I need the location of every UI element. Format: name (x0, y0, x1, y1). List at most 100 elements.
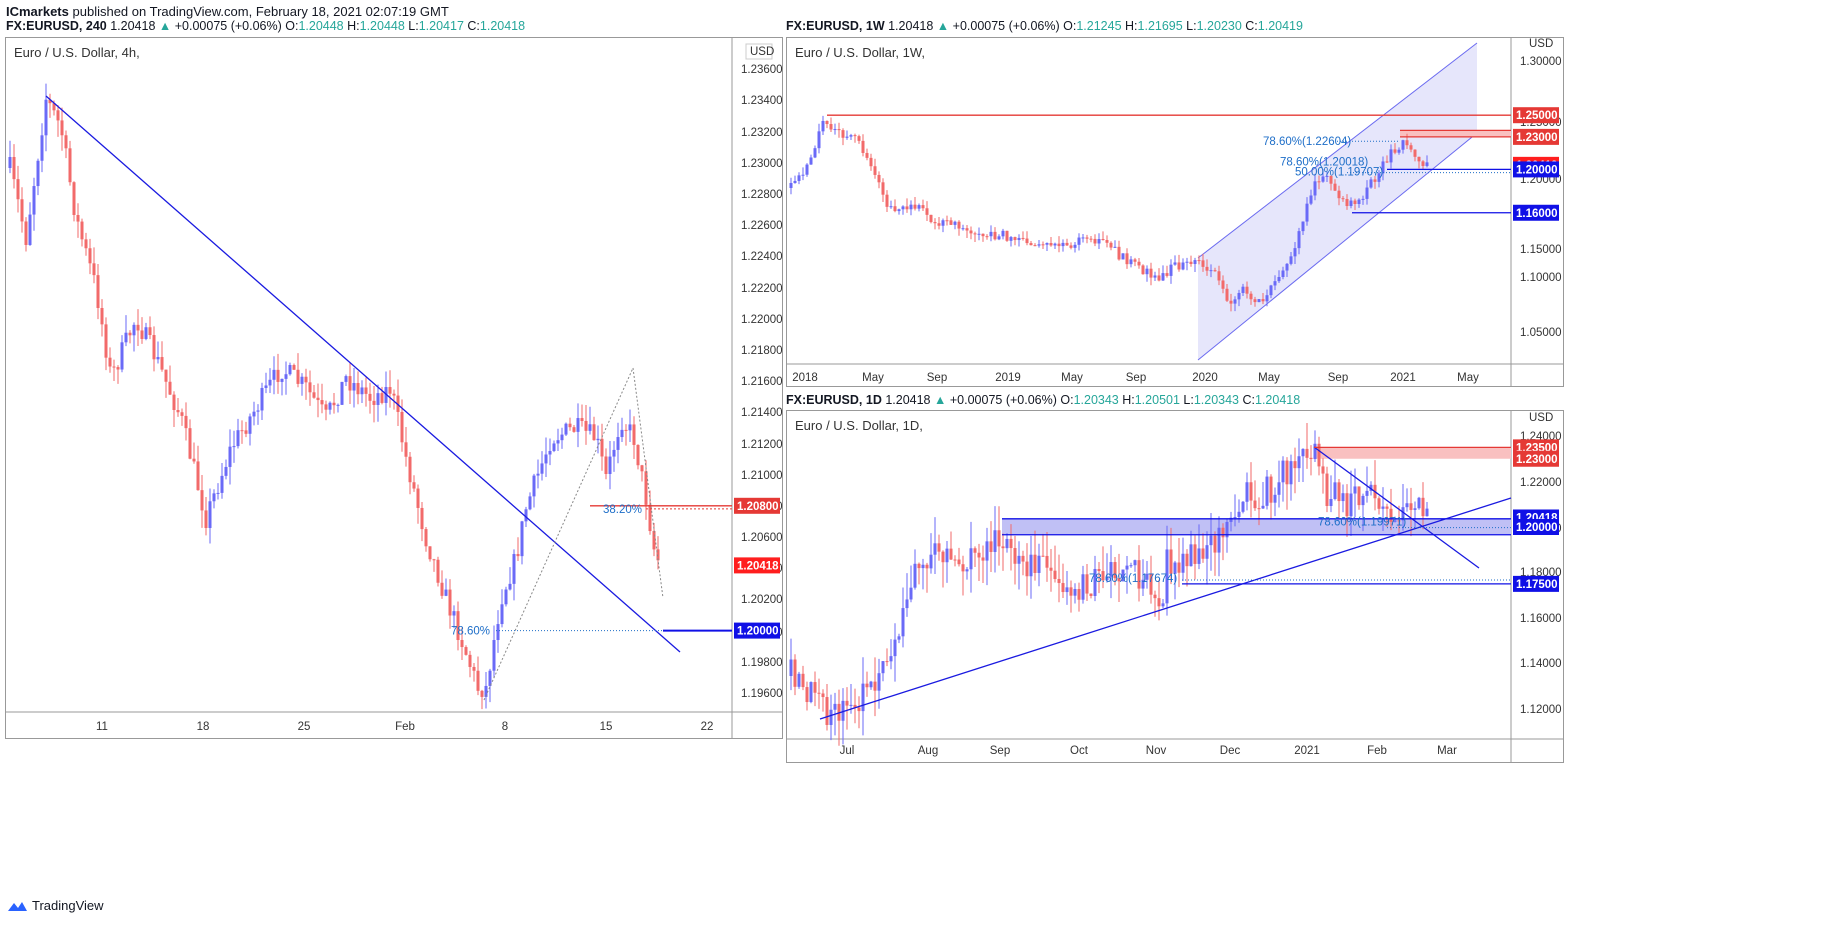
candle-body (789, 659, 793, 676)
symbol-info-1w: FX:EURUSD, 1W 1.20418 ▲ +0.00075 (+0.06%… (786, 19, 1303, 33)
candle-body (865, 152, 869, 158)
candle-body (829, 124, 833, 130)
candle-body (1389, 149, 1393, 163)
price-label-box (1513, 575, 1559, 592)
candle-body (793, 659, 797, 687)
candle-body (809, 157, 813, 165)
candle-body (981, 557, 985, 561)
last-price: 1.20418 (110, 19, 156, 33)
chart-panel-4h[interactable]: Euro / U.S. Dollar, 4h, USD 38.20% 78.60%… (5, 37, 783, 739)
candle-body (540, 463, 544, 474)
y-tick-label: 1.30000 (1520, 56, 1562, 68)
candle-body (400, 411, 404, 443)
candle-body (861, 683, 865, 712)
x-tick-label: 15 (600, 721, 613, 733)
candle-body (516, 554, 520, 557)
candle-body (1117, 246, 1121, 260)
symbol-label: FX:EURUSD, 1D (786, 393, 882, 407)
currency-badge[interactable] (745, 43, 773, 60)
candle-body (997, 530, 1001, 547)
candle-body (1113, 562, 1117, 579)
candle-body (436, 559, 440, 583)
candle-body (284, 374, 288, 379)
candle-body (1197, 260, 1201, 262)
symbol-label: FX:EURUSD, 240 (6, 19, 107, 33)
chart-panel-1d[interactable]: Euro / U.S. Dollar, 1D, USD 78.60%(1.199… (786, 410, 1564, 763)
x-tick-label: May (1457, 372, 1479, 384)
candle-body (1161, 603, 1165, 607)
candle-body (1345, 199, 1349, 207)
candle-body (805, 164, 809, 175)
candle-body (216, 492, 220, 494)
candle-body (953, 221, 957, 225)
y-tick-label: 1.21200 (741, 439, 783, 451)
candle-body (1281, 460, 1285, 483)
candle-body (1321, 176, 1325, 182)
candle-body (1053, 570, 1057, 579)
candle-body (1245, 286, 1249, 294)
candle-body (1137, 261, 1141, 266)
candle-body (48, 99, 52, 104)
candle-body (1393, 149, 1397, 153)
candle-body (821, 693, 825, 698)
candle-body (616, 437, 620, 450)
candle-body (849, 135, 853, 137)
candle-body (1109, 242, 1113, 248)
chart-panel-1w[interactable]: Euro / U.S. Dollar, 1W, USD 78.60%(1.226… (786, 37, 1564, 387)
candle-body (204, 510, 208, 528)
candle-body (108, 357, 112, 367)
candle-body (628, 424, 632, 431)
price-label-text: 1.25000 (1516, 110, 1558, 122)
candle-body (961, 228, 965, 230)
candle-body (1033, 245, 1037, 247)
candle-body (604, 456, 608, 474)
candle-body (1405, 503, 1409, 508)
candle-body (813, 148, 817, 158)
chart-1d-svg[interactable]: Euro / U.S. Dollar, 1D, USD 78.60%(1.199… (787, 411, 1563, 762)
candle-body (192, 458, 196, 462)
y-axis: 1.240001.220001.200001.180001.160001.140… (1520, 431, 1562, 716)
candle-body (1377, 173, 1381, 182)
candle-body (1161, 273, 1165, 281)
price-label-box (734, 497, 780, 514)
candle-body (977, 552, 981, 558)
chart-title: Euro / U.S. Dollar, 4h, (14, 45, 140, 60)
candle-body (432, 559, 436, 561)
candle-body (232, 446, 236, 448)
candle-body (1237, 292, 1241, 300)
candle-body (144, 327, 148, 339)
candle-body (1093, 238, 1097, 244)
candle-body (548, 450, 552, 455)
candle-body (152, 335, 156, 360)
author-name[interactable]: ICmarkets (6, 4, 69, 19)
chart-1w-svg[interactable]: Euro / U.S. Dollar, 1W, USD 78.60%(1.226… (787, 38, 1563, 386)
candle-body (1229, 517, 1233, 522)
candle-body (857, 707, 861, 712)
tradingview-logo[interactable]: TradingView (6, 898, 104, 913)
y-tick-label: 1.22000 (1520, 477, 1562, 489)
resistance-zone (1400, 130, 1511, 137)
candle-body (600, 438, 604, 457)
x-tick-label: May (862, 372, 884, 384)
candle-body (1277, 276, 1281, 282)
candle-body (897, 636, 901, 640)
candle-body (841, 700, 845, 721)
candle-body (853, 135, 857, 137)
candle-body (1333, 183, 1337, 191)
downtrend-line (1313, 446, 1480, 569)
candle-body (833, 703, 837, 710)
candle-body (821, 120, 825, 132)
candle-body (288, 365, 292, 375)
y-tick-label: 1.22600 (741, 220, 783, 232)
candle-body (1289, 256, 1293, 264)
candle-body (1341, 493, 1345, 502)
candle-body (1349, 200, 1353, 207)
candle-body (1413, 149, 1417, 157)
chart-4h-svg[interactable]: Euro / U.S. Dollar, 4h, USD 38.20% 78.60%… (6, 38, 783, 738)
candle-body (176, 410, 180, 413)
candle-body (873, 681, 877, 691)
candle-body (877, 174, 881, 183)
candle-body (272, 369, 276, 380)
support-zone (1002, 518, 1511, 535)
drawings-group: 38.20% 78.60% (45, 95, 732, 701)
